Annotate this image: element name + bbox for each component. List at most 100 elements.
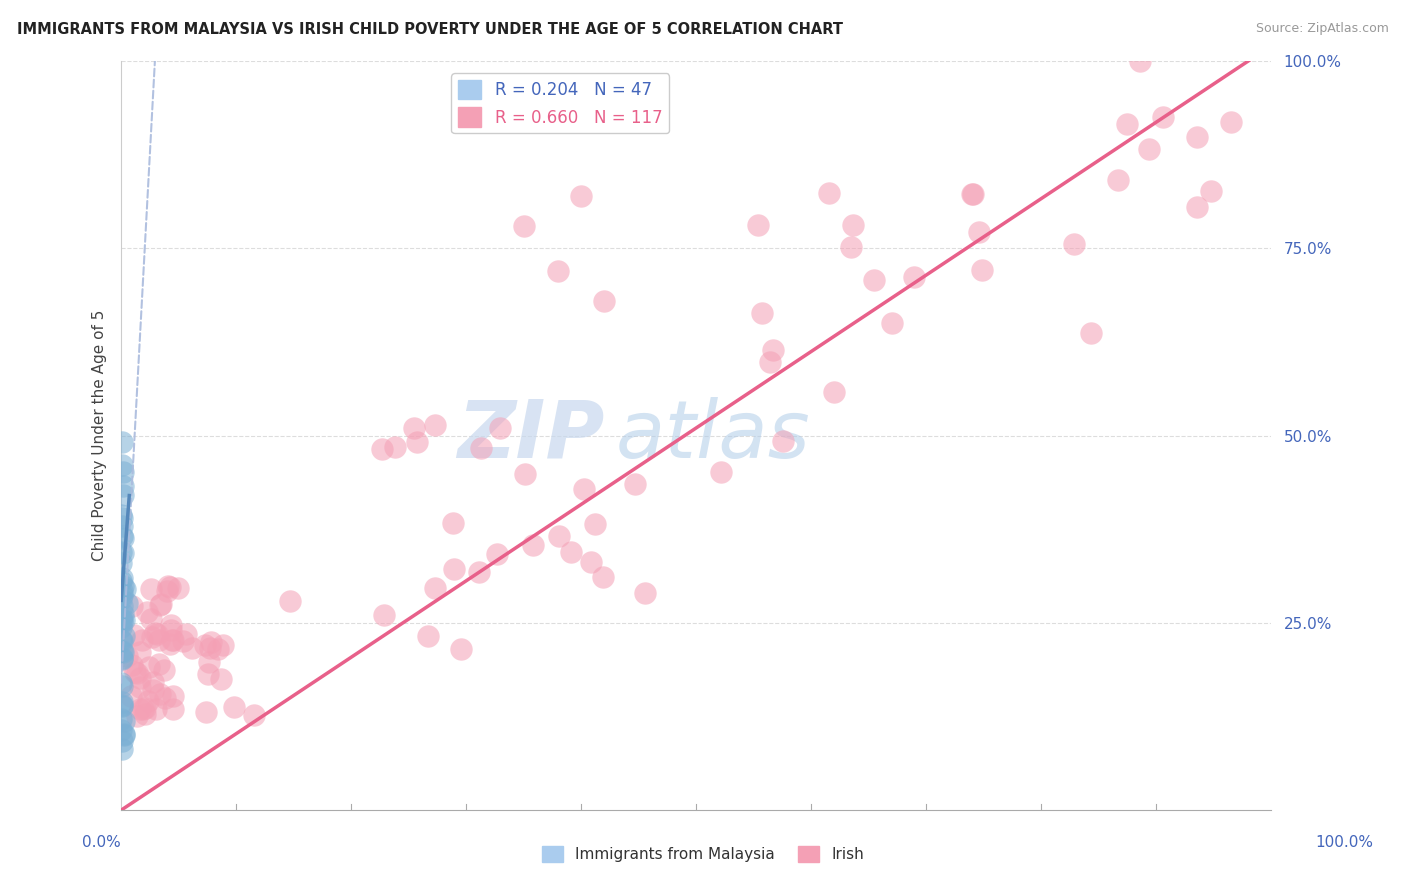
Point [145,702,167,716]
Point [148,657,170,672]
Point [155,583,177,598]
Point [1063,236,1085,251]
Point [450,642,472,657]
Point [138,660,160,674]
Point [710,466,733,480]
Point [863,273,886,287]
Point [110,723,132,738]
Point [162,690,184,704]
Point [111,588,134,602]
Point [111,529,134,543]
Point [110,574,132,588]
Point [124,665,146,679]
Point [125,708,148,723]
Point [1080,326,1102,341]
Point [110,508,132,523]
Point [841,240,863,254]
Text: IMMIGRANTS FROM MALAYSIA VS IRISH CHILD POVERTY UNDER THE AGE OF 5 CORRELATION C: IMMIGRANTS FROM MALAYSIA VS IRISH CHILD … [17,22,842,37]
Point [141,582,163,596]
Point [212,638,235,652]
Point [512,219,534,233]
Point [114,613,136,627]
Point [1199,184,1222,198]
Point [115,596,138,610]
Point [111,633,134,648]
Point [468,565,491,579]
Point [111,679,134,693]
Point [200,635,222,649]
Point [772,434,794,449]
Point [162,702,184,716]
Point [1185,200,1208,214]
Point [145,626,167,640]
Point [112,714,135,729]
Point [111,643,134,657]
Point [115,649,138,664]
Point [141,631,163,645]
Point [114,582,136,596]
Point [111,607,134,621]
Point [1137,142,1160,156]
Point [384,440,406,454]
Text: 100.0%: 100.0% [1315,836,1374,850]
Point [583,517,606,532]
Point [751,306,773,320]
Point [136,694,159,708]
Point [197,667,219,681]
Point [111,652,134,666]
Point [110,612,132,626]
Point [148,598,170,612]
Legend: Immigrants from Malaysia, Irish: Immigrants from Malaysia, Irish [536,840,870,868]
Point [373,607,395,622]
Point [903,269,925,284]
Point [818,186,841,200]
Point [759,355,782,369]
Point [967,225,990,239]
Point [485,548,508,562]
Point [153,663,176,677]
Point [962,186,984,201]
Point [634,586,657,600]
Point [972,263,994,277]
Point [159,637,181,651]
Point [143,625,166,640]
Point [842,219,865,233]
Point [149,597,172,611]
Point [120,689,142,703]
Point [572,483,595,497]
Point [110,591,132,606]
Point [111,458,134,472]
Point [122,627,145,641]
Point [112,546,135,560]
Point [592,570,614,584]
Point [371,442,394,457]
Point [160,623,183,637]
Point [159,580,181,594]
Point [110,545,132,559]
Point [823,384,845,399]
Point [162,632,184,647]
Point [560,545,582,559]
Legend: R = 0.204   N = 47, R = 0.660   N = 117: R = 0.204 N = 47, R = 0.660 N = 117 [451,73,669,134]
Point [166,582,188,596]
Point [242,708,264,723]
Point [547,264,569,278]
Point [111,614,134,628]
Point [423,582,446,596]
Point [624,477,647,491]
Point [110,556,132,570]
Point [110,519,132,533]
Point [111,488,134,502]
Point [142,683,165,698]
Point [425,418,447,433]
Point [134,701,156,715]
Point [1220,115,1243,129]
Point [111,698,134,713]
Point [111,741,134,756]
Point [194,638,217,652]
Point [134,707,156,722]
Point [121,599,143,613]
Text: Source: ZipAtlas.com: Source: ZipAtlas.com [1256,22,1389,36]
Point [112,727,135,741]
Point [110,633,132,648]
